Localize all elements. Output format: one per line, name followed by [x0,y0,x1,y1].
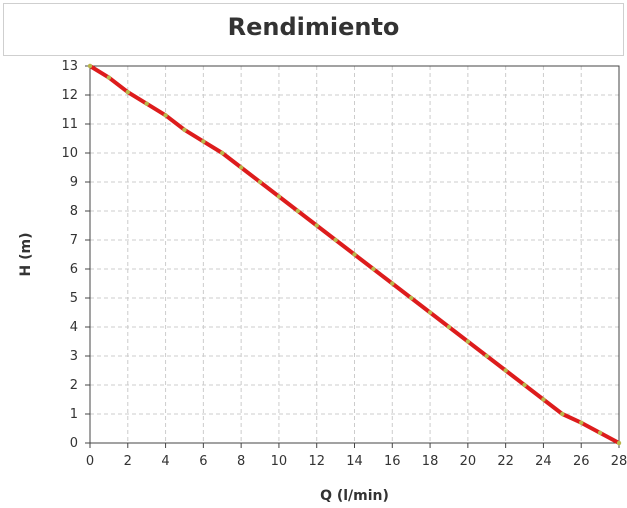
data-point [333,237,338,243]
x-tick-label: 4 [161,454,169,469]
x-tick-label: 16 [384,454,401,469]
data-point [560,411,565,417]
data-point [371,266,376,272]
data-point [201,139,206,144]
y-tick-label: 6 [70,262,78,277]
data-point [446,324,452,330]
data-point [616,440,622,446]
x-tick-label: 14 [346,454,363,469]
x-tick-label: 12 [308,454,325,469]
y-tick-label: 8 [70,204,78,219]
y-tick-label: 7 [70,233,78,248]
y-tick-label: 2 [70,378,78,393]
y-axis-title: H (m) [18,233,34,277]
chart-title: Rendimiento [227,12,400,41]
data-point [220,150,225,156]
x-tick-label: 2 [124,454,132,469]
data-point [503,368,508,373]
data-point [427,310,433,315]
data-point [314,223,319,228]
data-point [125,89,130,95]
data-point [352,252,357,257]
data-point [295,208,301,214]
x-tick-label: 22 [497,454,514,469]
y-tick-label: 9 [70,175,78,190]
x-tick-label: 6 [199,454,207,469]
y-tick-label: 3 [70,349,78,364]
data-point [522,382,527,388]
data-point [408,295,414,301]
data-point [465,339,471,344]
x-axis-title: Q (l/min) [320,488,389,504]
x-tick-label: 8 [237,454,245,469]
x-tick-label: 10 [271,454,288,469]
y-tick-label: 11 [61,117,78,132]
y-tick-label: 1 [70,407,78,422]
data-point [484,353,489,359]
data-point [106,75,112,80]
data-point [257,179,263,185]
x-tick-label: 0 [86,454,94,469]
chart-title-box: Rendimiento [3,3,624,56]
data-point [87,63,93,69]
x-tick-label: 28 [611,454,627,469]
data-point [541,397,546,402]
data-point [163,113,168,118]
data-point [182,127,187,132]
data-point [579,420,584,425]
data-point [390,281,395,286]
x-tick-label: 20 [460,454,477,469]
data-point [144,101,149,106]
y-tick-label: 10 [61,146,78,161]
x-tick-label: 26 [573,454,590,469]
y-tick-label: 4 [70,320,78,335]
x-tick-label: 18 [422,454,439,469]
data-point [276,194,282,199]
x-tick-label: 24 [535,454,552,469]
series-layer [87,63,622,446]
data-point [597,430,603,436]
y-tick-label: 5 [70,291,78,306]
y-tick-label: 12 [61,88,78,103]
y-tick-label: 0 [70,436,78,451]
y-tick-label: 13 [61,59,78,74]
data-point [238,165,244,170]
x-axis-ticks: 0 2 4 6 8 10 12 14 16 18 20 22 24 26 28 [86,443,627,469]
